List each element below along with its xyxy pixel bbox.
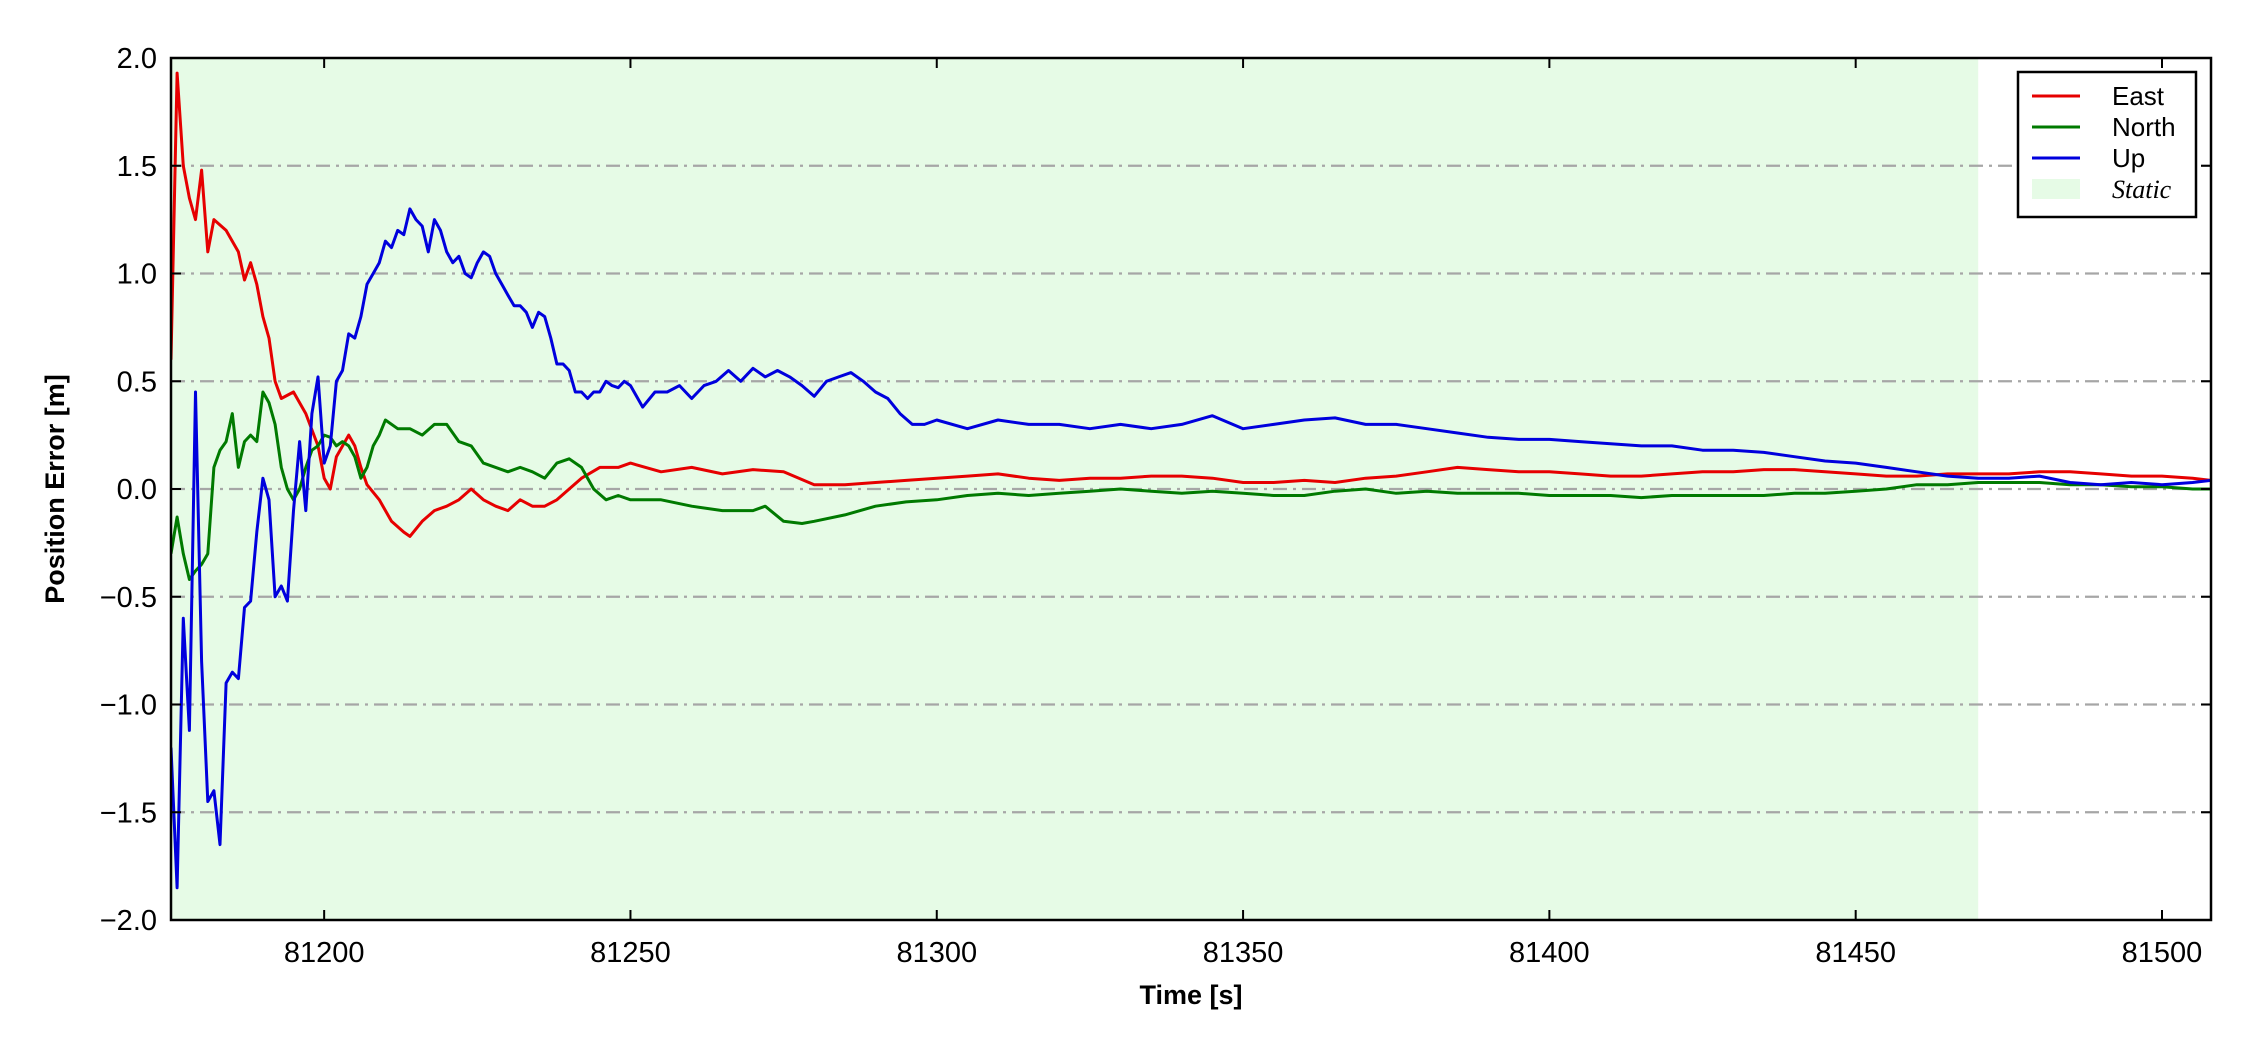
grid-lines <box>171 164 2211 814</box>
y-axis-title: Position Error [m] <box>40 374 70 604</box>
series-line-up <box>171 207 2211 890</box>
series-line-east <box>171 71 2211 538</box>
y-axis-ticks: −2.0 −1.5 −1.0 −0.5 0.0 0.5 1.0 1.5 2.0 <box>100 43 2211 937</box>
series-lines <box>171 71 2211 890</box>
legend-label: East <box>2112 81 2165 111</box>
legend-swatch <box>2032 179 2080 199</box>
y-tick-label: −1.5 <box>100 797 157 829</box>
series-line-north <box>171 390 2211 581</box>
y-tick-label: 1.5 <box>117 151 157 183</box>
x-tick-label: 81450 <box>1815 937 1896 969</box>
legend-label: North <box>2112 112 2176 142</box>
y-tick-label: 2.0 <box>117 43 157 75</box>
x-tick-label: 81250 <box>590 937 671 969</box>
x-axis-title: Time [s] <box>1139 980 1242 1010</box>
y-tick-label: −1.0 <box>100 690 157 722</box>
y-tick-label: 0.5 <box>117 366 157 398</box>
x-tick-label: 81300 <box>896 937 977 969</box>
x-tick-label: 81200 <box>284 937 365 969</box>
y-tick-label: 1.0 <box>117 259 157 291</box>
legend-item-north: North <box>2032 112 2176 142</box>
y-tick-label: −2.0 <box>100 905 157 937</box>
legend-label: Up <box>2112 143 2145 173</box>
legend-item-static: Static <box>2032 175 2172 204</box>
x-tick-label: 81400 <box>1509 937 1590 969</box>
x-tick-label: 81500 <box>2122 937 2203 969</box>
x-tick-label: 81350 <box>1203 937 1284 969</box>
y-tick-label: 0.0 <box>117 474 157 506</box>
legend-item-east: East <box>2032 81 2165 111</box>
y-tick-label: −0.5 <box>100 582 157 614</box>
legend-item-up: Up <box>2032 143 2145 173</box>
legend-label: Static <box>2112 175 2172 204</box>
x-axis-ticks: 81200 81250 81300 81350 81400 81450 81500 <box>284 58 2202 969</box>
